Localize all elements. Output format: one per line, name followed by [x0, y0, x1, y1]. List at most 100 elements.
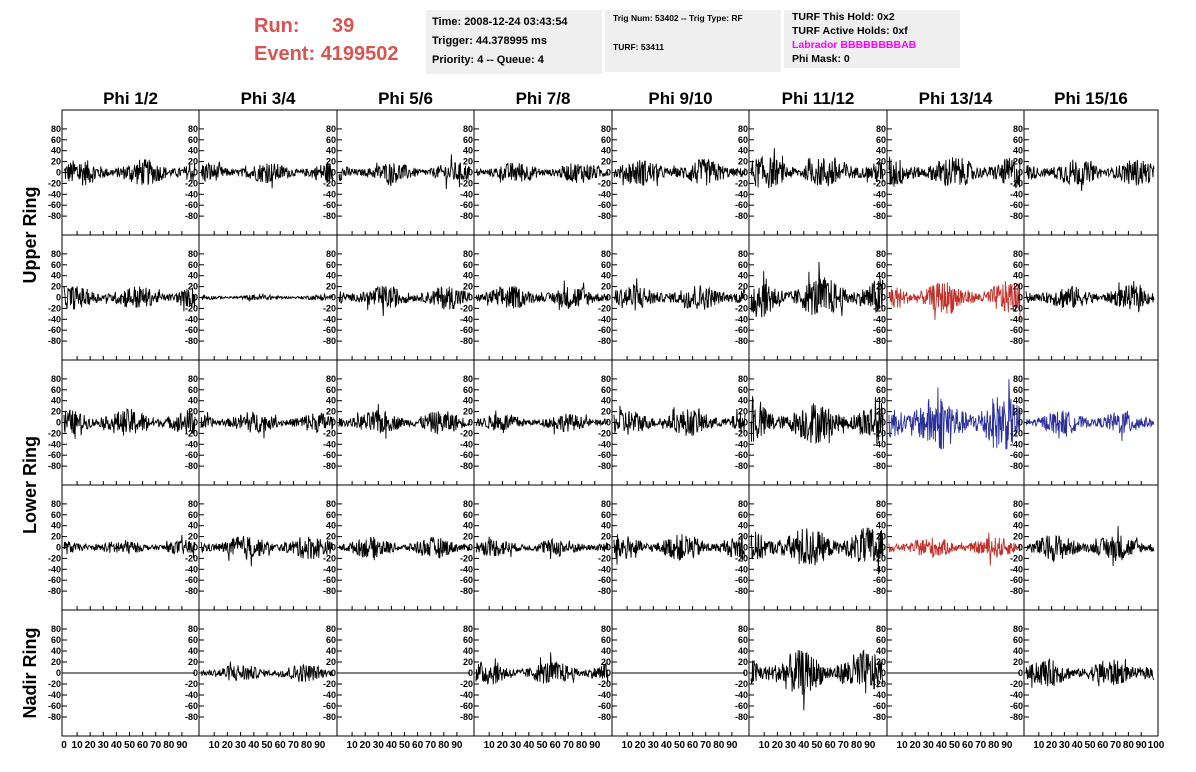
waveform-trace: [888, 379, 1021, 450]
turf-text: TURF: 53411: [613, 42, 665, 52]
y-tick-label: 0: [56, 543, 61, 553]
y-tick-label: 80: [51, 499, 61, 509]
waveform-trace: [338, 285, 471, 317]
y-tick-label: 0: [193, 168, 198, 178]
y-tick-label: 80: [1013, 374, 1023, 384]
y-tick-label: -80: [48, 211, 61, 221]
y-tick-label: 0: [1018, 293, 1023, 303]
y-tick-label: -20: [323, 303, 336, 313]
y-tick-label: 40: [463, 521, 473, 531]
y-tick-label: -20: [48, 553, 61, 563]
column-header: Phi 9/10: [648, 89, 712, 108]
y-tick-label: 0: [881, 668, 886, 678]
y-tick-label: 20: [738, 282, 748, 292]
y-tick-label: 40: [463, 396, 473, 406]
y-tick-label: 60: [51, 635, 61, 645]
y-tick-label: 40: [51, 646, 61, 656]
y-tick-label: -20: [1010, 553, 1023, 563]
y-tick-label: -80: [1010, 586, 1023, 596]
y-tick-label: 0: [56, 668, 61, 678]
y-tick-label: 60: [1013, 260, 1023, 270]
waveform-trace: [750, 148, 884, 189]
y-tick-label: -80: [735, 211, 748, 221]
y-tick-label: 80: [51, 249, 61, 259]
y-tick-label: 60: [601, 385, 611, 395]
y-tick-label: -40: [873, 314, 886, 324]
y-tick-label: -20: [598, 178, 611, 188]
y-tick-label: 40: [1013, 271, 1023, 281]
x-tick-label: 10: [347, 740, 359, 751]
y-tick-label: -60: [873, 450, 886, 460]
x-tick-label: 30: [98, 740, 110, 751]
y-tick-label: -60: [735, 701, 748, 711]
y-tick-label: -60: [598, 325, 611, 335]
ring-label: Lower Ring: [20, 436, 40, 534]
y-tick-label: -80: [323, 712, 336, 722]
y-tick-label: 20: [1013, 407, 1023, 417]
y-tick-label: 80: [51, 374, 61, 384]
x-tick-label: 20: [85, 740, 97, 751]
y-tick-label: -20: [323, 178, 336, 188]
y-tick-label: 20: [463, 407, 473, 417]
y-tick-label: -60: [460, 450, 473, 460]
x-tick-label: 50: [949, 740, 961, 751]
y-tick-label: 80: [188, 124, 198, 134]
y-tick-label: 60: [463, 260, 473, 270]
y-tick-label: -20: [323, 679, 336, 689]
y-tick-label: 40: [188, 521, 198, 531]
y-tick-label: -20: [735, 178, 748, 188]
y-tick-label: 40: [326, 521, 336, 531]
x-tick-label: 90: [726, 740, 738, 751]
y-tick-label: 80: [51, 124, 61, 134]
y-tick-label: 0: [743, 293, 748, 303]
y-tick-label: -80: [873, 461, 886, 471]
y-tick-label: -20: [48, 178, 61, 188]
y-tick-label: 0: [743, 543, 748, 553]
waveform-trace: [613, 405, 746, 436]
x-tick-label: 90: [176, 740, 188, 751]
y-tick-label: 60: [463, 635, 473, 645]
y-tick-label: -40: [323, 439, 336, 449]
y-tick-label: 0: [606, 543, 611, 553]
y-tick-label: -80: [598, 211, 611, 221]
y-tick-label: -60: [873, 325, 886, 335]
x-tick-label: 90: [1136, 740, 1148, 751]
y-tick-label: -40: [460, 690, 473, 700]
y-tick-label: -40: [735, 439, 748, 449]
y-tick-label: -60: [1010, 575, 1023, 585]
y-tick-label: 40: [601, 646, 611, 656]
column-header: Phi 3/4: [241, 89, 296, 108]
y-tick-label: -20: [1010, 679, 1023, 689]
x-tick-label: 40: [248, 740, 260, 751]
y-tick-label: 40: [601, 396, 611, 406]
y-tick-label: 40: [326, 646, 336, 656]
y-tick-label: 20: [463, 532, 473, 542]
y-tick-label: 80: [876, 624, 886, 634]
x-tick-label: 10: [484, 740, 496, 751]
y-tick-label: -60: [48, 701, 61, 711]
y-tick-label: -80: [323, 211, 336, 221]
y-tick-label: -60: [48, 450, 61, 460]
y-tick-label: -80: [460, 461, 473, 471]
y-tick-label: 20: [51, 532, 61, 542]
waveform-trace: [475, 162, 609, 183]
y-tick-label: 40: [876, 146, 886, 156]
y-tick-label: -40: [323, 690, 336, 700]
y-tick-label: 60: [738, 510, 748, 520]
y-tick-label: -80: [323, 586, 336, 596]
y-tick-label: 80: [738, 499, 748, 509]
y-tick-label: 20: [1013, 532, 1023, 542]
y-tick-label: 80: [601, 249, 611, 259]
waveform-trace: [200, 661, 334, 682]
waveform-trace: [1025, 159, 1155, 192]
turf-info-box: TURF This Hold: 0x2 TURF Active Holds: 0…: [784, 10, 960, 68]
y-tick-label: 60: [188, 135, 198, 145]
y-tick-label: 40: [876, 646, 886, 656]
y-tick-label: 40: [1013, 521, 1023, 531]
y-tick-label: 80: [188, 249, 198, 259]
y-tick-label: -20: [598, 679, 611, 689]
y-tick-label: -60: [735, 450, 748, 460]
y-tick-label: 40: [738, 521, 748, 531]
y-tick-label: -80: [598, 336, 611, 346]
event-line: Event: 4199502: [254, 40, 399, 68]
